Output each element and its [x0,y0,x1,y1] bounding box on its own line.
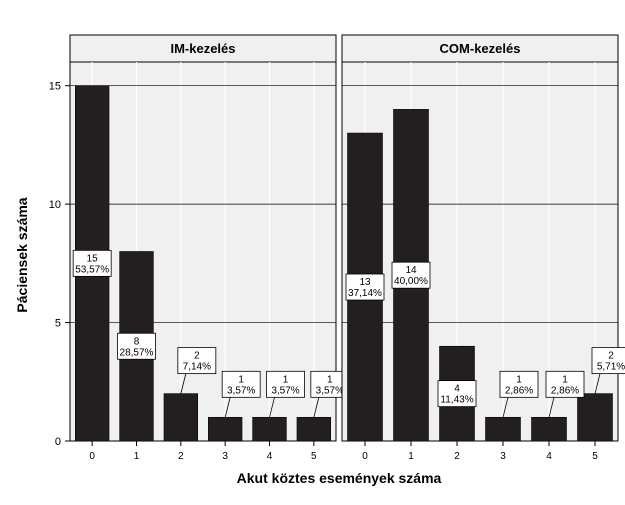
data-label-leader [180,373,187,394]
panel-title: COM-kezelés [440,41,521,56]
data-label-count: 8 [134,336,140,347]
x-tick-label: 2 [454,451,460,462]
data-label-leader [594,373,601,394]
data-label-count: 2 [194,351,200,362]
data-label-count: 4 [454,384,460,395]
y-axis-title-group: Páciensek száma [14,197,30,312]
data-label-count: 1 [238,374,244,385]
data-label-box [437,380,477,408]
data-label-count: 14 [405,265,417,276]
y-tick-label: 15 [49,81,61,93]
data-label-box [221,370,261,398]
y-axis-title: Páciensek száma [14,197,30,312]
bar [208,417,243,442]
data-label-percent: 3,57% [316,385,344,396]
data-label-percent: 3,57% [271,385,299,396]
bar [485,417,521,442]
panel-header [341,34,619,63]
data-label-percent: 3,57% [227,385,255,396]
data-label-box [266,370,305,398]
x-tick-label: 2 [178,451,184,462]
bar [577,393,613,442]
data-label-percent: 53,57% [75,264,109,275]
data-label-box [117,332,156,360]
data-label-box [72,249,112,277]
x-tick-label: 3 [222,451,228,462]
x-tick-label: 4 [267,451,273,462]
data-label-percent: 11,43% [440,395,473,406]
data-label-box [499,370,539,398]
data-label-percent: 2,86% [551,385,579,396]
x-tick-label: 0 [89,451,95,462]
data-label-count: 15 [87,253,99,264]
data-label-percent: 28,57% [120,347,154,358]
x-tick-label: 5 [592,451,598,462]
data-label-percent: 7,14% [183,362,211,373]
bar [252,417,287,442]
data-label-percent: 5,71% [597,362,625,373]
data-label-count: 2 [608,351,614,362]
x-tick-label: 5 [311,451,317,462]
data-label-leader [548,397,555,418]
data-label-percent: 2,86% [505,385,533,396]
data-label-box [391,261,431,289]
data-label-box [545,370,585,398]
x-tick-label: 0 [362,451,368,462]
data-label-percent: 40,00% [394,276,428,287]
x-tick-label: 3 [500,451,506,462]
data-label-percent: 37,14% [348,288,382,299]
data-label-count: 1 [562,374,568,385]
panel-header [69,34,337,63]
data-label-leader [224,397,231,418]
x-tick-label: 1 [134,451,140,462]
x-tick-label: 4 [546,451,552,462]
data-label-box [591,347,625,375]
data-label-count: 13 [359,277,371,288]
bar [296,417,331,442]
data-label-count: 1 [327,374,333,385]
y-tick-label: 0 [55,436,61,448]
data-label-leader [313,397,320,418]
data-label-box [177,347,217,375]
x-axis-title: Akut köztes események száma [237,470,442,486]
y-tick-label: 5 [55,318,61,330]
data-label-count: 1 [283,374,289,385]
data-label-leader [269,397,275,418]
bar [163,393,198,442]
bar [531,417,567,442]
panel-title: IM-kezelés [170,41,235,56]
x-tick-label: 1 [408,451,414,462]
data-label-box [345,273,385,301]
data-label-count: 1 [516,374,522,385]
y-tick-label: 10 [49,199,61,211]
data-label-leader [502,397,509,418]
